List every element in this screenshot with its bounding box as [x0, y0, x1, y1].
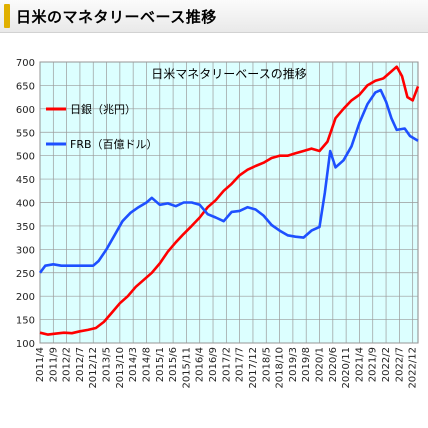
y-tick-label: 600: [16, 105, 35, 116]
x-tick-label: 2014/8: [141, 347, 152, 382]
x-tick-label: 2019/8: [301, 347, 312, 382]
x-tick-label: 2021/9: [368, 347, 379, 382]
page-title: 日米のマネタリーベース推移: [16, 8, 217, 26]
y-tick-label: 700: [16, 58, 35, 69]
x-axis: 2011/4 2011/9 2012/2 2012/7 2012/12 2013/5 201…: [35, 347, 419, 389]
series-line-boj: [39, 65, 420, 336]
x-tick-label: 2020/6: [328, 347, 339, 382]
x-tick-label: 2021/4: [354, 347, 365, 382]
x-tick-label: 2022/7: [394, 347, 405, 382]
y-tick-label: 500: [16, 152, 35, 163]
legend-label-frb: FRB（百億ドル）: [70, 138, 158, 151]
x-tick-label: 2015/11: [181, 347, 192, 389]
y-axis: 100 150 200 250 300 350 400 450 500 550 600 650 700: [16, 58, 35, 350]
series-lines: [38, 65, 420, 336]
y-tick-label: 150: [16, 316, 35, 327]
x-tick-label: 2020/1: [315, 347, 326, 382]
x-tick-label: 2011/4: [35, 347, 46, 382]
header-accent-bar: [4, 4, 10, 28]
y-tick-label: 200: [16, 292, 35, 303]
x-tick-label: 2016/9: [208, 347, 219, 382]
x-tick-label: 2017/2: [221, 347, 232, 382]
x-tick-label: 2017/7: [235, 347, 246, 382]
x-tick-label: 2018/10: [275, 347, 286, 389]
y-tick-label: 450: [16, 175, 35, 186]
x-tick-label: 2017/12: [248, 347, 259, 389]
x-tick-label: 2018/5: [261, 347, 272, 382]
y-tick-label: 250: [16, 269, 35, 280]
grid-lines: [39, 61, 418, 344]
x-tick-label: 2016/4: [195, 347, 206, 382]
legend: 日銀（兆円） FRB（百億ドル）: [46, 102, 158, 151]
x-tick-label: 2011/9: [48, 347, 59, 382]
x-tick-label: 2022/12: [408, 347, 419, 389]
x-tick-label: 2012/2: [62, 347, 73, 382]
y-tick-label: 550: [16, 128, 35, 139]
x-tick-label: 2013/10: [115, 347, 126, 389]
x-tick-label: 2015/6: [168, 347, 179, 382]
y-tick-label: 300: [16, 245, 35, 256]
x-tick-label: 2019/3: [288, 347, 299, 382]
x-tick-label: 2013/5: [102, 347, 113, 382]
series-line-frb: [38, 88, 419, 274]
x-tick-label: 2014/3: [128, 347, 139, 382]
chart-title: 日米マネタリーベースの推移: [151, 67, 306, 81]
x-tick-label: 2020/11: [341, 347, 352, 389]
legend-label-boj: 日銀（兆円）: [70, 102, 136, 116]
y-tick-label: 650: [16, 81, 35, 92]
y-tick-label: 350: [16, 222, 35, 233]
y-tick-label: 100: [16, 339, 35, 350]
page-header: 日米のマネタリーベース推移: [0, 0, 428, 33]
line-chart: 100150200250300350400450500550600650700 …: [16, 58, 420, 389]
x-tick-label: 2012/12: [88, 347, 99, 389]
y-tick-label: 400: [16, 199, 35, 210]
x-tick-label: 2015/1: [155, 347, 166, 382]
x-tick-label: 2022/2: [381, 347, 392, 382]
x-tick-label: 2012/7: [75, 347, 86, 382]
